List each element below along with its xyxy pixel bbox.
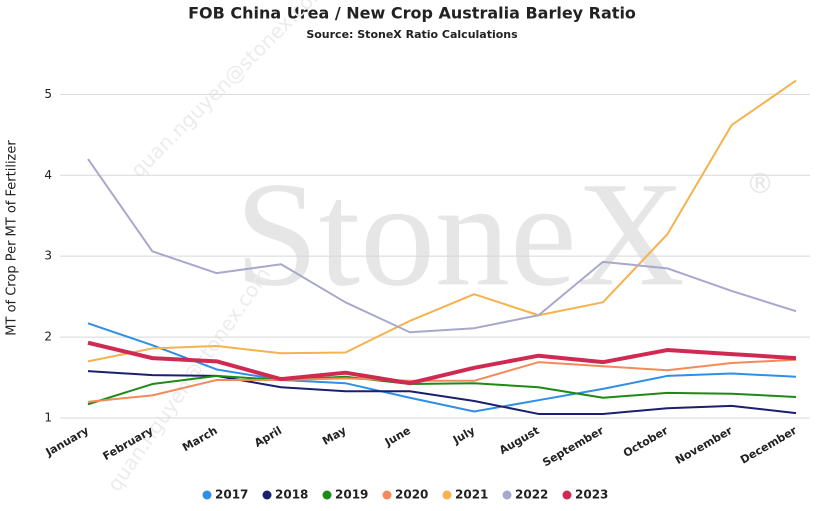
legend-label: 2020 xyxy=(395,488,428,502)
series-line xyxy=(87,322,797,413)
legend-label: 2023 xyxy=(575,488,608,502)
chart-subtitle: Source: StoneX Ratio Calculations xyxy=(306,28,518,41)
legend-marker xyxy=(322,490,332,500)
x-tick-label: August xyxy=(497,424,541,457)
legend-label: 2021 xyxy=(455,488,488,502)
series-line xyxy=(87,370,797,415)
legend-marker xyxy=(382,490,392,500)
x-tick-label: November xyxy=(673,424,735,467)
legend-marker xyxy=(202,490,212,500)
x-tick-label: May xyxy=(320,424,348,448)
chart-title: FOB China Urea / New Crop Australia Barl… xyxy=(188,4,636,23)
y-axis-label: MT of Crop Per MT of Fertilizer xyxy=(5,140,20,336)
y-tick-label: 3 xyxy=(44,249,52,263)
watermark: StoneX xyxy=(235,151,685,317)
x-tick-label: March xyxy=(180,424,220,454)
x-tick-label: April xyxy=(252,424,284,450)
x-tick-label: September xyxy=(540,424,606,470)
y-tick-label: 2 xyxy=(44,330,52,344)
legend-marker xyxy=(502,490,512,500)
y-tick-label: 1 xyxy=(44,411,52,425)
x-tick-label: December xyxy=(738,424,799,467)
legend-label: 2017 xyxy=(215,488,248,502)
x-tick-label: January xyxy=(43,424,91,459)
series-line xyxy=(87,340,797,386)
legend-label: 2022 xyxy=(515,488,548,502)
y-tick-label: 5 xyxy=(44,87,52,101)
y-tick-label: 4 xyxy=(44,168,52,182)
series-line xyxy=(87,358,797,403)
x-tick-label: October xyxy=(621,424,671,460)
x-tick-label: July xyxy=(450,424,477,447)
series-line xyxy=(87,79,797,363)
watermark-mark: ® xyxy=(746,167,774,200)
legend-label: 2019 xyxy=(335,488,368,502)
legend-marker xyxy=(442,490,452,500)
series-line xyxy=(87,158,797,334)
series-line xyxy=(87,374,797,406)
x-tick-label: June xyxy=(382,424,413,449)
legend-marker xyxy=(562,490,572,500)
legend-marker xyxy=(262,490,272,500)
legend-label: 2018 xyxy=(275,488,308,502)
